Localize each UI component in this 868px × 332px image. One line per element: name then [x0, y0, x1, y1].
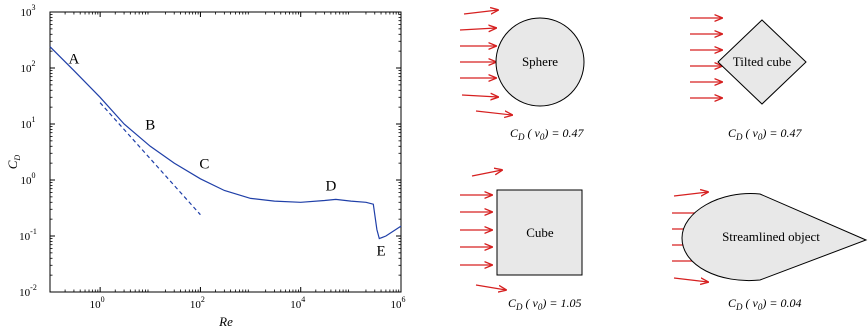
cube-shape	[496, 189, 583, 276]
flow-arrows	[690, 18, 722, 98]
y-tick-label: 101	[21, 115, 36, 131]
y-tick-label: 102	[21, 59, 36, 75]
point-label: D	[325, 178, 336, 194]
flow-arrow	[475, 111, 512, 115]
shapes-panel: Sphere CD ( v0) = 0.47 Tilted cube CD ( …	[459, 0, 868, 312]
shape-label: Streamlined object	[722, 229, 820, 244]
plot-lines	[49, 46, 402, 240]
y-tick-label: 10-1	[19, 227, 37, 243]
shape-label: Cube	[526, 225, 554, 240]
cd-value: CD ( v0) = 0.47	[728, 126, 802, 142]
y-tick-label: 100	[21, 171, 36, 187]
flow-arrow	[673, 278, 708, 282]
drag-curve-line	[49, 46, 402, 240]
streamlined-shape	[681, 193, 868, 282]
y-axis-label: CD	[5, 155, 22, 170]
flow-arrow	[459, 28, 496, 30]
x-axis-label: Re	[218, 314, 233, 329]
flow-arrows	[459, 10, 512, 115]
flow-arrow	[673, 192, 708, 196]
tilted-cube-panel: Tilted cube CD ( v0) = 0.47	[690, 18, 807, 142]
point-label: B	[145, 117, 155, 133]
flow-arrows	[460, 170, 506, 290]
shape-label: Tilted cube	[733, 54, 792, 69]
sphere-shape	[495, 17, 585, 107]
point-label: C	[199, 157, 209, 173]
flow-arrow	[461, 95, 498, 97]
shape-label: Sphere	[522, 54, 558, 69]
point-annotations: A B C D E	[69, 52, 386, 260]
flow-arrow	[471, 170, 502, 177]
axis-ticks: 100 102 104 106 10-2 10-1 100 101 102 103	[19, 3, 405, 311]
y-tick-label: 10-2	[19, 283, 37, 299]
y-tick-label: 103	[21, 3, 36, 19]
tilted-cube-shape	[717, 19, 807, 105]
x-tick-label: 100	[90, 295, 105, 311]
flow-arrow	[463, 10, 498, 14]
point-label: E	[376, 243, 385, 259]
cube-panel: Cube CD ( v0) = 1.05	[460, 170, 583, 312]
cd-value: CD ( v0) = 0.47	[510, 126, 584, 142]
plot-frame	[49, 11, 402, 293]
cd-value: CD ( v0) = 1.05	[508, 296, 581, 312]
x-tick-label: 106	[391, 295, 406, 311]
cd-value: CD ( v0) = 0.04	[728, 296, 801, 312]
flow-arrow	[475, 284, 506, 290]
sphere-panel: Sphere CD ( v0) = 0.47	[459, 10, 585, 142]
x-tick-label: 104	[290, 295, 305, 311]
x-tick-label: 102	[190, 295, 205, 311]
streamlined-panel: Streamlined object CD ( v0) = 0.04	[672, 192, 868, 312]
point-label: A	[69, 52, 80, 68]
